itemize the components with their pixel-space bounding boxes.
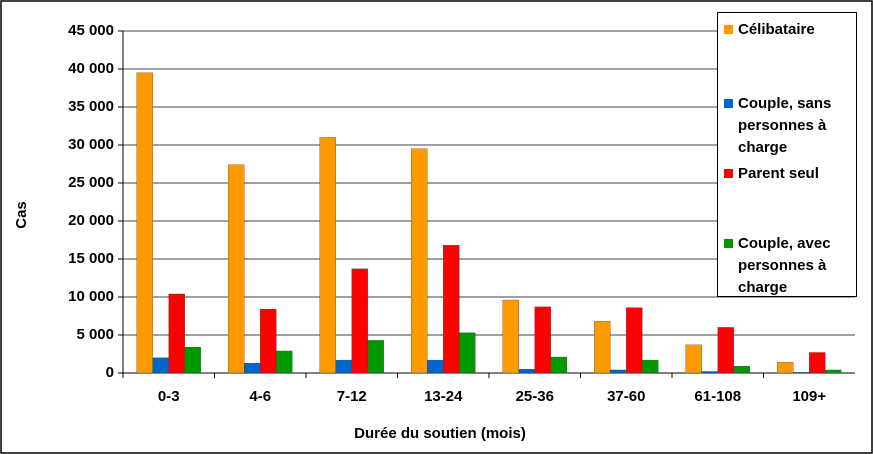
bar <box>518 369 535 374</box>
bar <box>168 293 185 374</box>
legend-label: Célibataire <box>738 21 815 38</box>
x-tick-label: 109+ <box>792 388 826 405</box>
legend-swatch <box>724 99 733 108</box>
y-axis-label: Cas <box>13 201 30 229</box>
y-tick-label: 40 000 <box>68 60 114 77</box>
bar <box>136 72 153 374</box>
legend-label: Parent seul <box>738 165 819 182</box>
bar <box>550 356 567 374</box>
bar <box>717 327 734 374</box>
x-tick-label: 25-36 <box>516 388 554 405</box>
y-tick-label: 0 <box>106 364 114 381</box>
y-tick-label: 10 000 <box>68 288 114 305</box>
y-tick-label: 15 000 <box>68 250 114 267</box>
bar <box>809 352 826 374</box>
bar <box>502 299 519 374</box>
y-tick-label: 30 000 <box>68 136 114 153</box>
bar <box>319 137 336 374</box>
x-tick-label: 7-12 <box>337 388 367 405</box>
bar <box>335 359 352 374</box>
legend-swatch <box>724 239 733 248</box>
legend-label: Couple, sans personnes à charge <box>738 95 832 156</box>
bar <box>351 268 368 374</box>
bar <box>610 369 627 374</box>
bar <box>443 245 460 374</box>
x-tick-label: 37-60 <box>607 388 645 405</box>
bar <box>411 148 428 374</box>
legend: Célibataire Couple, sans personnes à char… <box>717 12 857 297</box>
y-tick-label: 25 000 <box>68 174 114 191</box>
bar <box>228 164 245 374</box>
bar <box>825 369 842 374</box>
legend-swatch <box>724 25 733 34</box>
bar <box>626 307 643 374</box>
bar <box>701 371 718 374</box>
y-tick-label: 5 000 <box>76 326 114 343</box>
legend-label: Couple, avec personnes à charge <box>738 235 831 296</box>
bar <box>152 357 169 374</box>
bar <box>276 350 293 374</box>
bar <box>459 332 476 374</box>
bar <box>260 309 277 374</box>
y-tick-label: 20 000 <box>68 212 114 229</box>
x-tick-label: 4-6 <box>249 388 271 405</box>
x-axis-label: Durée du soutien (mois) <box>354 425 526 442</box>
bar <box>184 347 201 374</box>
bar <box>777 362 794 374</box>
bar <box>244 362 261 374</box>
x-tick-label: 13-24 <box>424 388 463 405</box>
x-tick-label: 61-108 <box>694 388 741 405</box>
y-tick-label: 45 000 <box>68 22 114 39</box>
x-tick-label: 0-3 <box>158 388 180 405</box>
bar <box>594 321 611 374</box>
bar <box>534 306 551 374</box>
bar <box>367 340 384 374</box>
y-tick-label: 35 000 <box>68 98 114 115</box>
bar <box>793 372 810 374</box>
legend-swatch <box>724 169 733 178</box>
bar <box>733 366 750 374</box>
bar <box>685 344 702 374</box>
bar <box>642 359 659 374</box>
bar <box>427 359 444 374</box>
